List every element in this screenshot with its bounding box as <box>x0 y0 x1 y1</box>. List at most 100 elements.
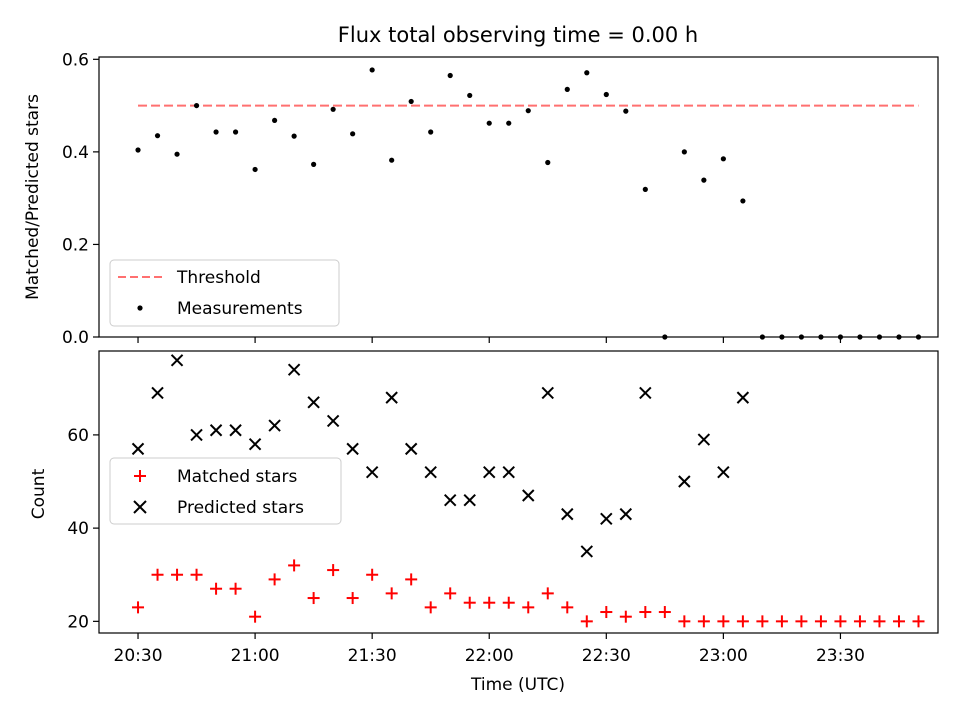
ratio-series-layer <box>135 67 922 340</box>
measurement-point <box>681 149 687 155</box>
measurement-point <box>623 108 629 114</box>
predicted-star-point <box>561 507 574 521</box>
predicted-star-point <box>444 493 457 507</box>
count-series-layer <box>131 354 925 628</box>
ratio-y-tick-label: 0.4 <box>62 143 89 163</box>
measurement-point <box>350 131 356 137</box>
predicted-star-point <box>717 465 730 479</box>
predicted-star-point <box>287 363 301 376</box>
count-x-tick-label: 21:30 <box>348 646 397 666</box>
matched-star-point <box>385 587 398 600</box>
predicted-star-point <box>385 391 398 404</box>
ratio-y-axis-label: Matched/Predicted stars <box>23 94 43 300</box>
matched-legend-label: Matched stars <box>177 467 297 487</box>
matched-star-point <box>522 601 535 614</box>
matched-legend-swatch <box>134 470 146 482</box>
predicted-star-point <box>307 396 320 409</box>
count-plot-frame <box>98 350 939 634</box>
matched-star-point <box>366 568 379 581</box>
predicted-star-point <box>736 391 750 404</box>
measurement-point <box>154 133 161 139</box>
threshold-legend-label: Threshold <box>176 268 261 288</box>
matched-star-point <box>268 573 281 586</box>
count-y-tick: 60 <box>67 426 99 446</box>
count-x-tick-label: 22:30 <box>582 646 631 666</box>
predicted-star-point <box>463 493 476 507</box>
ratio-y-tick-label: 0.0 <box>62 328 89 348</box>
predicted-star-point <box>229 424 242 437</box>
measurement-point <box>564 86 570 92</box>
matched-star-point <box>717 615 730 628</box>
matched-star-point <box>678 615 691 628</box>
predicted-legend-label: Predicted stars <box>177 498 304 518</box>
matched-star-point <box>639 606 652 619</box>
ratio-y-tick: 0.2 <box>62 235 99 255</box>
count-x-tick-label: 23:00 <box>699 646 748 666</box>
predicted-star-point <box>600 512 613 526</box>
predicted-legend-swatch <box>133 500 147 514</box>
ratio-plot-frame <box>98 56 939 338</box>
measurement-point <box>311 161 317 167</box>
matched-star-point <box>600 606 613 619</box>
count-y-tick: 40 <box>67 519 99 539</box>
matched-star-point <box>346 592 359 605</box>
matched-star-point <box>502 596 515 609</box>
predicted-star-point <box>151 386 164 400</box>
matched-star-point <box>892 615 905 628</box>
matched-star-point <box>775 615 788 628</box>
measurement-point <box>584 70 590 76</box>
ratio-y-tick-label: 0.2 <box>62 235 89 255</box>
count-y-axis: 20 40 60 <box>67 426 99 632</box>
count-legend-box <box>109 457 342 525</box>
ratio-legend: Threshold Measurements <box>109 259 340 327</box>
count-y-tick-label: 60 <box>67 426 89 446</box>
count-x-axis-label: Time (UTC) <box>470 675 565 695</box>
predicted-star-point <box>483 465 496 479</box>
predicted-star-point <box>365 465 379 479</box>
count-x-tick-label: 22:00 <box>465 646 514 666</box>
matched-star-point <box>873 615 886 628</box>
measurement-point <box>720 156 726 162</box>
measurement-point <box>291 133 297 139</box>
measurement-point <box>603 91 609 98</box>
count-y-tick-label: 40 <box>67 519 89 539</box>
measurement-point <box>545 159 551 166</box>
count-y-tick: 20 <box>67 612 99 632</box>
matched-star-point <box>912 615 925 628</box>
matched-star-point <box>307 592 320 605</box>
matched-star-point <box>424 601 437 614</box>
count-y-axis-label: Count <box>29 468 49 519</box>
measurement-point <box>525 108 531 114</box>
predicted-star-point <box>619 507 633 521</box>
matched-star-point <box>736 615 749 628</box>
matched-star-point <box>229 582 242 595</box>
matched-star-point <box>483 596 496 609</box>
predicted-star-point <box>326 414 340 428</box>
measurement-point <box>252 166 258 173</box>
matched-star-point <box>756 615 769 628</box>
matched-star-point <box>795 615 808 628</box>
count-x-tick: 20:30 <box>114 633 163 666</box>
matched-star-point <box>561 601 574 614</box>
ratio-panel: 0.0 0.2 0.4 0.6 Matched/Predicted stars Thr… <box>23 50 939 348</box>
predicted-star-point <box>209 424 223 437</box>
measurement-point <box>740 198 746 204</box>
measurements-legend-label: Measurements <box>177 299 303 319</box>
measurement-point <box>174 151 180 157</box>
count-x-tick: 23:00 <box>699 633 748 666</box>
matched-star-point <box>814 615 827 628</box>
matched-star-point <box>834 615 847 628</box>
measurement-point <box>506 120 512 126</box>
matched-star-point <box>327 564 340 577</box>
matched-star-point <box>132 601 145 614</box>
ratio-y-tick: 0.0 <box>62 328 99 348</box>
measurement-point <box>701 177 707 183</box>
measurement-point <box>330 106 336 112</box>
matched-star-point <box>405 573 418 586</box>
matched-star-point <box>288 559 301 572</box>
measurement-point <box>642 186 648 192</box>
predicted-star-point <box>404 442 418 456</box>
matched-star-point <box>658 606 671 619</box>
measurement-point <box>408 98 414 105</box>
